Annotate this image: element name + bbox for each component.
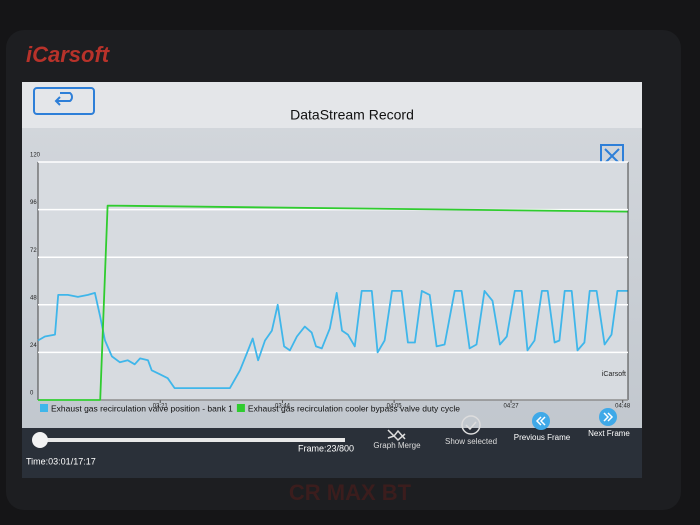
- x-tick-label: 03:21: [153, 404, 169, 410]
- show-selected-icon: [461, 415, 481, 435]
- x-tick-label: 04:48: [615, 404, 631, 410]
- legend-label: Exhaust gas recirculation valve position…: [51, 403, 233, 413]
- y-tick-label: 96: [30, 200, 37, 206]
- model: CR MAX BT: [289, 480, 412, 505]
- back-button[interactable]: [33, 87, 95, 115]
- annotation: iCarsoft: [602, 371, 626, 378]
- plot-area: [38, 162, 628, 400]
- y-tick-label: 120: [30, 153, 41, 159]
- y-tick-label: 72: [30, 248, 37, 254]
- brand: iCarsoft: [26, 42, 111, 67]
- header-bar: [22, 82, 642, 128]
- frame-label: Frame:23/800: [298, 443, 354, 453]
- screen-title: DataStream Record: [290, 107, 414, 123]
- plot: 0 24 48 72 96 120 03:21 03:44 04:05 04:27 04:48 iCa…: [30, 153, 631, 414]
- previous-arrow: [535, 416, 546, 426]
- legend-swatch: [236, 404, 245, 412]
- y-tick-label: 0: [30, 391, 34, 397]
- y-tick-label: 48: [30, 295, 37, 301]
- x-tick-label: 03:44: [275, 404, 291, 410]
- check-icon: [465, 421, 477, 431]
- series-line: [38, 204, 628, 401]
- legend-swatch: [40, 404, 48, 412]
- back-icon: [54, 92, 73, 106]
- button-label: Show selected: [445, 437, 497, 446]
- y-tick-label: 24: [30, 343, 37, 349]
- next-frame-button[interactable]: Next Frame: [588, 408, 630, 438]
- button-label: Next Frame: [588, 429, 630, 438]
- time-label: Time:03:01/17:17: [26, 456, 96, 466]
- previous-frame-button[interactable]: Previous Frame: [514, 412, 571, 442]
- x-tick-label: 04:27: [504, 404, 520, 410]
- series-line: [37, 290, 628, 389]
- legend-label: Exhaust gas recirculation cooler bypass …: [248, 403, 460, 413]
- show-selected-button[interactable]: Show selected: [445, 415, 497, 446]
- graph-merge-icon: [387, 429, 406, 442]
- button-label: Previous Frame: [514, 433, 571, 442]
- button-label: Graph Merge: [373, 441, 421, 450]
- next-arrow: [603, 412, 614, 422]
- graph-merge-button[interactable]: Graph Merge: [373, 429, 421, 450]
- slider-handle[interactable]: [32, 432, 48, 448]
- x-tick-label: 04:05: [387, 404, 403, 410]
- close-icon: [604, 148, 620, 164]
- control-bar: [22, 428, 642, 478]
